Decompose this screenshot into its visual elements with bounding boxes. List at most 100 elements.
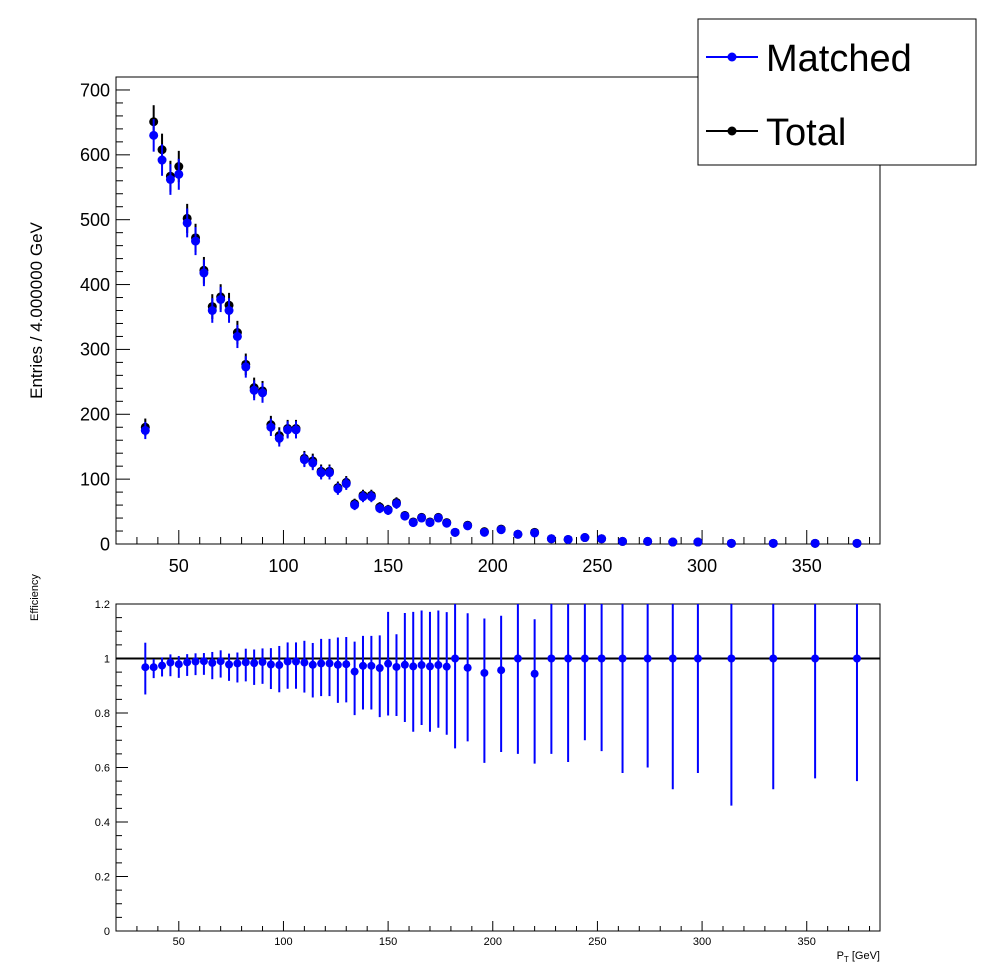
matched-point — [852, 538, 862, 548]
matched-point — [291, 425, 301, 435]
matched-point — [149, 130, 159, 140]
efficiency-point — [174, 660, 183, 669]
y-tick-label: 1.2 — [95, 599, 110, 611]
efficiency-point — [597, 654, 606, 663]
matched-point — [417, 513, 427, 523]
efficiency-point — [530, 669, 539, 678]
legend-label-matched: Matched — [766, 38, 912, 80]
matched-point — [496, 525, 506, 535]
matched-point — [408, 518, 418, 528]
efficiency-point — [308, 660, 317, 669]
matched-point — [391, 499, 401, 509]
efficiency-point — [727, 654, 736, 663]
efficiency-panel: 50 100 150 200 250 300 350 0 0.2 0.4 0.6 0.8 1 1.2 Eff… — [29, 574, 881, 964]
matched-point — [333, 484, 343, 494]
efficiency-point — [216, 657, 225, 666]
matched-point — [479, 527, 489, 537]
y-tick-label: 500 — [80, 210, 110, 230]
matched-point — [810, 538, 820, 548]
matched-point — [442, 518, 452, 528]
matched-point — [266, 422, 276, 432]
matched-point — [580, 533, 590, 543]
x-tick-label: 50 — [169, 556, 189, 576]
efficiency-point — [342, 660, 351, 669]
x-tick-label: 350 — [798, 936, 816, 948]
efficiency-point — [292, 657, 301, 666]
efficiency-point — [225, 660, 234, 669]
x-tick-label: 50 — [173, 936, 185, 948]
matched-point — [693, 537, 703, 547]
matched-point — [157, 155, 167, 165]
efficiency-point — [451, 654, 460, 663]
efficiency-point — [141, 663, 150, 672]
efficiency-point — [580, 654, 589, 663]
matched-point — [366, 492, 376, 502]
efficiency-point — [425, 662, 434, 671]
efficiency-point — [325, 659, 334, 668]
matched-point — [199, 268, 209, 278]
y-tick-label: 300 — [80, 340, 110, 360]
matched-point — [207, 306, 217, 315]
efficiency-point — [149, 663, 158, 672]
efficiency-point — [442, 662, 451, 671]
x-tick-label: 200 — [484, 936, 502, 948]
matched-point — [597, 534, 607, 544]
x-tick-label: 300 — [693, 936, 711, 948]
matched-point — [274, 433, 284, 443]
matched-point — [241, 362, 251, 372]
y-tick-label: 0.2 — [95, 871, 110, 883]
matched-point — [530, 528, 540, 538]
efficiency-point — [191, 657, 200, 666]
x-tick-label: 150 — [379, 936, 397, 948]
efficiency-point — [283, 657, 292, 666]
matched-point — [546, 534, 556, 544]
efficiency-point — [497, 666, 506, 675]
series-total — [140, 105, 862, 548]
efficiency-point — [166, 658, 175, 667]
matched-point — [258, 388, 268, 398]
matched-point — [350, 500, 360, 510]
y-tick-label: 600 — [80, 145, 110, 165]
x-axis-title: PT [GeV] — [837, 950, 880, 964]
efficiency-point — [769, 654, 778, 663]
efficiency-point — [250, 659, 259, 668]
efficiency-point — [367, 661, 376, 670]
matched-point — [768, 538, 778, 548]
efficiency-point — [275, 661, 284, 670]
efficiency-point — [384, 659, 393, 668]
y-tick-label: 0.8 — [95, 708, 110, 720]
efficiency-point — [400, 660, 409, 669]
matched-point — [299, 455, 309, 465]
efficiency-point — [463, 663, 472, 672]
efficiency-point — [480, 668, 489, 677]
series-matched — [140, 119, 862, 548]
matched-point — [726, 538, 736, 548]
x-tick-label: 300 — [687, 556, 717, 576]
efficiency-point — [333, 660, 342, 669]
matched-point — [341, 479, 351, 489]
efficiency-point — [693, 654, 702, 663]
x-tick-label: 150 — [373, 556, 403, 576]
matched-point — [174, 169, 184, 179]
efficiency-point — [241, 658, 250, 667]
matched-point — [224, 306, 234, 315]
matched-point — [450, 527, 460, 537]
matched-point — [308, 458, 318, 468]
efficiency-point — [300, 658, 309, 667]
efficiency-point — [233, 659, 242, 668]
entries-panel: 50 100 150 200 250 300 350 0 100 200 300 400 500 600 7… — [27, 76, 881, 576]
legend-marker-total — [727, 126, 737, 136]
y-tick-label: 0 — [100, 534, 110, 554]
matched-point — [425, 518, 435, 528]
matched-point — [325, 468, 335, 478]
x-tick-label: 250 — [588, 936, 606, 948]
y-tick-label: 100 — [80, 469, 110, 489]
efficiency-point — [350, 667, 359, 676]
efficiency-point — [852, 654, 861, 663]
matched-point — [618, 536, 628, 546]
matched-point — [249, 385, 259, 395]
efficiency-point — [513, 654, 522, 663]
efficiency-point — [547, 654, 556, 663]
efficiency-point — [811, 654, 820, 663]
efficiency-point — [564, 654, 573, 663]
